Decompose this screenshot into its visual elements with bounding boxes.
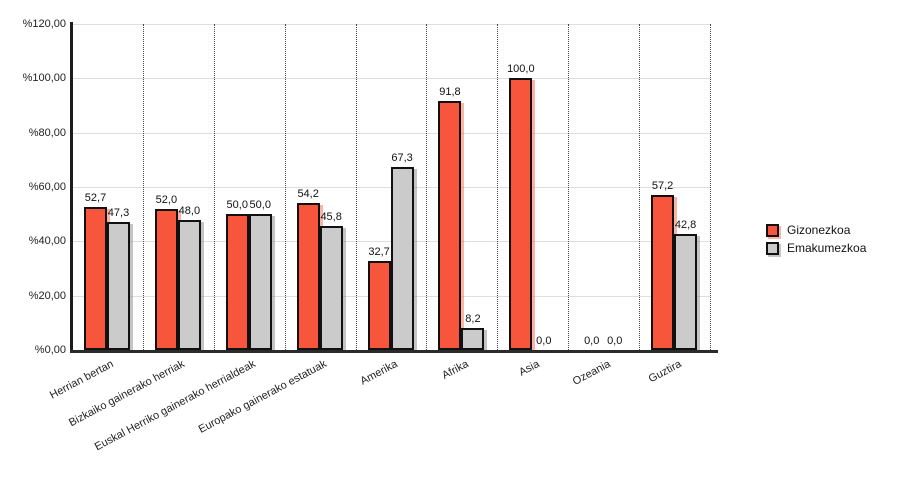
value-label: 32,7 <box>368 246 390 259</box>
value-label: 50,0 <box>249 199 271 212</box>
bar-gizonezkoa <box>154 208 178 350</box>
legend-item-gizonezkoa: Gizonezkoa <box>766 222 866 238</box>
category-gridline <box>426 24 428 350</box>
value-label: 50,0 <box>226 199 248 212</box>
bar-emakumezkoa <box>107 221 130 350</box>
y-axis-tick-label: %40,00 <box>28 235 66 248</box>
bar-gizonezkoa <box>509 78 533 350</box>
category-gridline <box>213 24 215 350</box>
legend-swatch-emakumezkoa <box>766 241 779 255</box>
y-axis-line <box>70 22 73 353</box>
value-label: 91,8 <box>439 85 461 98</box>
value-label: 0,0 <box>607 335 623 347</box>
category-gridline <box>284 24 286 350</box>
legend-item-emakumezkoa: Emakumezkoa <box>766 240 866 256</box>
value-label: 52,0 <box>155 193 178 206</box>
category-gridline <box>355 24 357 350</box>
bar-emakumezkoa <box>177 219 201 350</box>
category-gridline <box>710 24 711 350</box>
value-label: 47,3 <box>107 206 130 219</box>
value-label: 42,8 <box>674 218 697 231</box>
y-axis-tick-label: %80,00 <box>28 126 66 139</box>
category-gridline <box>639 24 641 350</box>
y-gridline <box>73 24 711 25</box>
y-axis-tick-label: %0,00 <box>34 344 66 356</box>
bar-gizonezkoa <box>225 214 249 350</box>
y-axis-tick-label: %20,00 <box>28 289 66 302</box>
value-label: 52,7 <box>84 191 107 204</box>
value-label: 45,8 <box>320 210 342 223</box>
value-label: 57,2 <box>651 179 674 192</box>
x-axis-line <box>70 350 718 353</box>
value-label: 0,0 <box>536 335 552 347</box>
legend-label: Gizonezkoa <box>787 223 851 237</box>
bar-emakumezkoa <box>461 327 485 350</box>
bar-emakumezkoa <box>390 167 414 350</box>
bar-gizonezkoa <box>367 261 391 350</box>
y-gridline <box>73 132 711 134</box>
category-gridline <box>497 24 499 350</box>
legend-label: Emakumezkoa <box>787 241 867 255</box>
value-label: 0,0 <box>584 335 600 347</box>
bar-emakumezkoa <box>674 233 698 350</box>
bar-gizonezkoa <box>651 194 675 350</box>
plot-area: 52,7 52,0 50,0 54,2 32,7 91,8 100,0 0,0 57,2 47,3… <box>73 24 711 350</box>
legend-swatch-gizonezkoa <box>766 223 779 237</box>
bar-gizonezkoa <box>84 206 107 350</box>
y-axis-tick-label: %120,00 <box>22 18 66 30</box>
value-label: 48,0 <box>178 204 201 217</box>
value-label: 54,2 <box>297 187 319 200</box>
legend: Gizonezkoa Emakumezkoa <box>766 222 866 258</box>
y-gridline <box>73 78 711 80</box>
bar-emakumezkoa <box>248 214 272 350</box>
y-axis-tick-label: %100,00 <box>22 72 66 85</box>
category-gridline <box>142 24 144 350</box>
value-label: 100,0 <box>507 63 535 76</box>
y-axis-tick-label: %60,00 <box>28 181 66 193</box>
value-label: 67,3 <box>391 152 413 165</box>
bar-gizonezkoa <box>296 202 320 350</box>
value-label: 8,2 <box>465 312 481 325</box>
bar-gizonezkoa <box>438 100 462 350</box>
category-gridline <box>568 24 570 350</box>
bar-emakumezkoa <box>319 225 343 350</box>
